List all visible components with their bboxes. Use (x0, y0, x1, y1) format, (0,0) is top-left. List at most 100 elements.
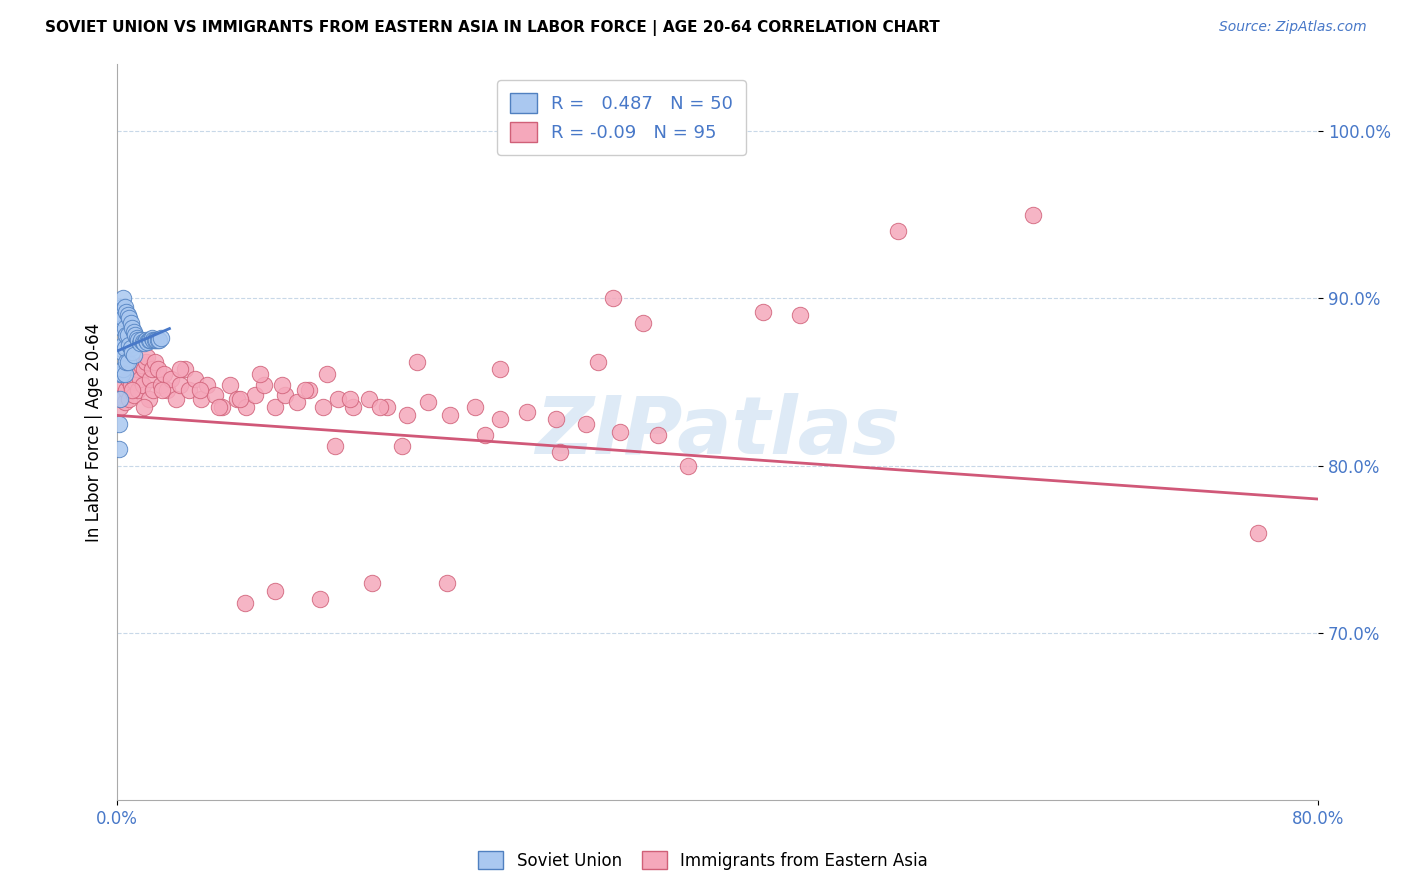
Point (149, 331, 172, 345)
Point (165, 392, 187, 406)
Point (312, 400, 335, 414)
Point (631, 317, 654, 331)
Point (233, 596, 256, 610)
Point (138, 333, 160, 347)
Point (117, 308, 139, 322)
Point (139, 371, 162, 385)
Legend: Soviet Union, Immigrants from Eastern Asia: Soviet Union, Immigrants from Eastern As… (471, 845, 935, 877)
Point (575, 417, 598, 431)
Point (179, 384, 201, 398)
Point (190, 392, 212, 406)
Point (141, 331, 163, 345)
Point (122, 388, 145, 402)
Point (391, 438, 413, 452)
Point (124, 375, 146, 389)
Point (132, 334, 155, 349)
Point (489, 361, 512, 376)
Point (118, 311, 141, 326)
Point (122, 325, 145, 339)
Point (169, 378, 191, 392)
Point (146, 333, 169, 347)
Point (195, 378, 218, 392)
Point (107, 442, 129, 456)
Point (114, 321, 136, 335)
Point (235, 400, 257, 414)
Point (121, 321, 143, 335)
Point (125, 361, 148, 376)
Point (245, 388, 267, 402)
Point (108, 400, 131, 414)
Point (489, 411, 512, 425)
Point (263, 400, 285, 414)
Point (887, 224, 910, 238)
Point (127, 333, 149, 347)
Point (143, 355, 166, 369)
Point (141, 361, 163, 376)
Point (548, 445, 571, 459)
Point (152, 367, 174, 381)
Point (121, 384, 143, 398)
Point (323, 438, 346, 452)
Point (211, 400, 233, 414)
Point (134, 361, 156, 376)
Point (602, 291, 624, 305)
Point (129, 358, 152, 372)
Point (789, 308, 811, 322)
Point (134, 400, 156, 414)
Point (436, 575, 458, 590)
Point (142, 333, 165, 347)
Point (112, 291, 135, 305)
Point (188, 384, 211, 398)
Point (271, 378, 294, 392)
Point (117, 355, 139, 369)
Point (115, 355, 138, 369)
Point (204, 388, 226, 402)
Point (406, 355, 429, 369)
Point (127, 384, 149, 398)
Point (135, 333, 157, 347)
Point (516, 405, 538, 419)
Point (676, 458, 699, 473)
Point (218, 378, 240, 392)
Point (125, 331, 148, 345)
Point (647, 428, 669, 442)
Point (128, 336, 150, 351)
Point (544, 411, 567, 425)
Point (122, 348, 145, 362)
Point (169, 361, 191, 376)
Point (142, 384, 165, 398)
Point (111, 344, 134, 359)
Point (316, 367, 339, 381)
Text: SOVIET UNION VS IMMIGRANTS FROM EASTERN ASIA IN LABOR FORCE | AGE 20-64 CORRELAT: SOVIET UNION VS IMMIGRANTS FROM EASTERN … (45, 20, 939, 36)
Point (145, 333, 167, 347)
Point (111, 388, 134, 402)
Text: Source: ZipAtlas.com: Source: ZipAtlas.com (1219, 20, 1367, 34)
Point (148, 333, 170, 347)
Point (114, 367, 136, 381)
Point (361, 575, 384, 590)
Point (139, 333, 162, 347)
Point (249, 367, 271, 381)
Point (586, 355, 609, 369)
Point (118, 338, 141, 352)
Point (118, 392, 141, 406)
Point (129, 333, 152, 347)
Point (115, 384, 138, 398)
Point (1022, 208, 1045, 222)
Point (108, 367, 131, 381)
Point (124, 328, 146, 343)
Point (229, 392, 252, 406)
Point (609, 425, 631, 439)
Point (226, 392, 249, 406)
Point (184, 371, 207, 385)
Point (108, 342, 131, 356)
Point (274, 388, 297, 402)
Point (395, 409, 418, 423)
Point (463, 400, 485, 414)
Point (111, 300, 134, 314)
Point (121, 367, 143, 381)
Point (107, 417, 129, 431)
Point (111, 321, 134, 335)
Point (309, 592, 332, 607)
Point (138, 392, 160, 406)
